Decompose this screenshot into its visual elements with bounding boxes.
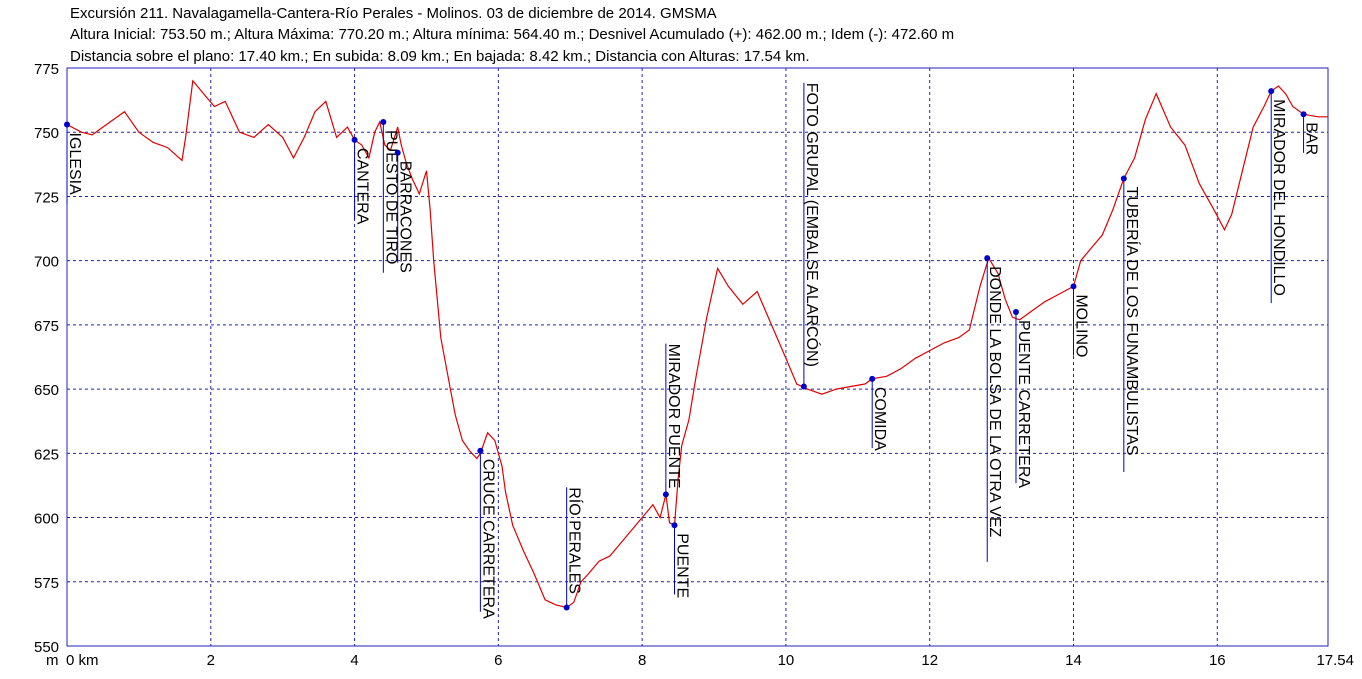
waypoint-marker: [351, 136, 358, 143]
waypoint-label: IGLESIA: [66, 133, 83, 196]
waypoint-label: MIRADOR DEL HONDILLO: [1270, 99, 1287, 296]
waypoint-label: BARRACONES: [397, 161, 414, 273]
waypoint-marker: [64, 121, 70, 128]
x-tick-label: 2: [207, 652, 215, 669]
waypoint-marker: [662, 491, 669, 498]
y-tick-label: 675: [34, 318, 59, 335]
y-unit-label: m: [46, 652, 59, 669]
y-tick-label: 625: [34, 446, 59, 463]
elevation-line: [66, 79, 1328, 609]
waypoint-label: PUESTO DE TIRO: [382, 130, 399, 265]
y-tick-label: 775: [34, 61, 59, 78]
waypoint-marker: [380, 118, 387, 125]
waypoint-label: TUBERÍA DE LOS FUNAMBULISTAS: [1123, 186, 1142, 455]
waypoint-marker: [671, 522, 678, 529]
waypoint-marker: [1012, 309, 1019, 316]
x-tick-label: 0 km: [66, 652, 99, 669]
waypoint-label: PUENTE: [673, 533, 690, 598]
x-tick-label: 10: [778, 652, 795, 669]
y-tick-label: 575: [34, 575, 59, 592]
waypoint-label: MOLINO: [1072, 294, 1089, 357]
waypoint-label: CANTERA: [354, 148, 371, 225]
waypoint-label: FOTO GRUPAL (EMBALSE ALARCÓN): [803, 83, 822, 367]
waypoint-label: COMIDA: [871, 387, 888, 451]
waypoint-marker: [1268, 88, 1275, 95]
stats-line-altitudes: Altura Inicial: 753.50 m.; Altura Máxima…: [70, 26, 955, 43]
x-tick-label: 12: [921, 652, 938, 669]
waypoint-marker: [1120, 175, 1127, 182]
waypoint-marker: [563, 604, 570, 611]
chart-title: Excursión 211. Navalagamella-Cantera-Río…: [70, 5, 717, 22]
y-tick-label: 600: [34, 511, 59, 528]
waypoint-label: MIRADOR PUENTE: [665, 344, 682, 489]
y-tick-label: 650: [34, 382, 59, 399]
y-tick-label: 700: [34, 254, 59, 271]
x-tick-label: 8: [638, 652, 646, 669]
x-tick-label: 16: [1209, 652, 1226, 669]
plot-frame: [66, 67, 1329, 647]
y-tick-label: 550: [34, 639, 59, 656]
x-tick-label: 4: [350, 652, 358, 669]
waypoint-marker: [394, 149, 401, 156]
waypoint-marker: [477, 447, 484, 454]
x-tick-label: 17.54: [1316, 652, 1354, 669]
x-tick-label: 6: [494, 652, 502, 669]
y-tick-label: 725: [34, 189, 59, 206]
waypoint-marker: [800, 383, 807, 390]
waypoint-marker: [1070, 283, 1077, 290]
waypoint-marker: [869, 375, 876, 382]
waypoint-label: BAR: [1303, 122, 1320, 155]
x-tick-label: 14: [1065, 652, 1082, 669]
waypoint-label: PUENTE CARRETERA: [1015, 320, 1032, 488]
waypoint-marker: [1300, 111, 1307, 118]
waypoint-label: CRUCE CARRETERA: [479, 459, 496, 619]
waypoint-label: DONDE LA BOLSA DE LA OTRA VEZ: [986, 266, 1003, 537]
waypoint-label: RÍO PERALES: [566, 487, 585, 594]
stats-line-distances: Distancia sobre el plano: 17.40 km.; En …: [70, 48, 810, 65]
waypoint-marker: [984, 255, 991, 262]
y-tick-label: 750: [34, 125, 59, 142]
